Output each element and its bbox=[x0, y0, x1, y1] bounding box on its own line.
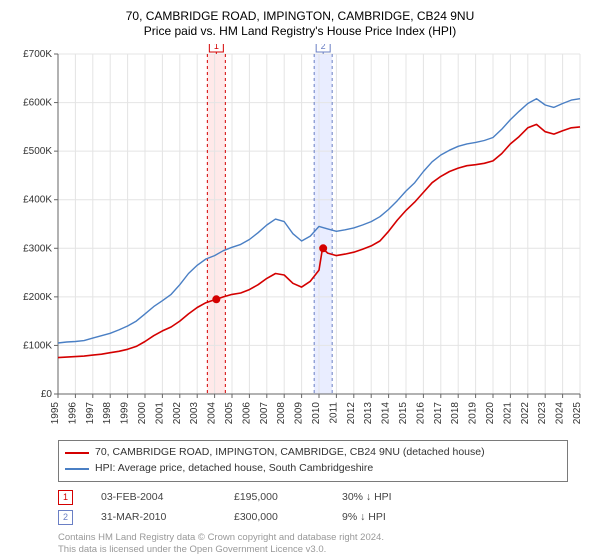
svg-text:2014: 2014 bbox=[381, 402, 392, 425]
svg-text:2003: 2003 bbox=[189, 402, 200, 425]
sale-price: £300,000 bbox=[234, 508, 314, 528]
chart-plot-area: £0 £100K £200K £300K £400K £500K £600K £700K 199… bbox=[10, 44, 590, 434]
sale-row: 2 31-MAR-2010 £300,000 9% ↓ HPI bbox=[58, 508, 568, 528]
svg-text:2019: 2019 bbox=[468, 402, 479, 425]
sale-marker-box: 2 bbox=[58, 510, 73, 525]
svg-text:£100K: £100K bbox=[23, 341, 52, 352]
svg-text:£600K: £600K bbox=[23, 98, 52, 109]
footer-line2: This data is licensed under the Open Gov… bbox=[58, 544, 568, 556]
legend-row: HPI: Average price, detached house, Sout… bbox=[65, 461, 561, 477]
svg-text:2002: 2002 bbox=[172, 402, 183, 425]
footer-line1: Contains HM Land Registry data © Crown c… bbox=[58, 532, 568, 544]
chart-title-line2: Price paid vs. HM Land Registry's House … bbox=[10, 24, 590, 38]
svg-text:2018: 2018 bbox=[450, 402, 461, 425]
svg-text:2017: 2017 bbox=[433, 402, 444, 425]
svg-text:£700K: £700K bbox=[23, 49, 52, 60]
svg-text:2016: 2016 bbox=[415, 402, 426, 425]
svg-text:1996: 1996 bbox=[67, 402, 78, 425]
svg-text:£200K: £200K bbox=[23, 292, 52, 303]
sale-row: 1 03-FEB-2004 £195,000 30% ↓ HPI bbox=[58, 488, 568, 508]
svg-text:2020: 2020 bbox=[485, 402, 496, 425]
sale-delta: 30% ↓ HPI bbox=[342, 488, 568, 508]
legend-swatch bbox=[65, 468, 89, 470]
svg-text:2015: 2015 bbox=[398, 402, 409, 425]
svg-text:2004: 2004 bbox=[207, 402, 218, 425]
svg-text:2000: 2000 bbox=[137, 402, 148, 425]
legend-label: HPI: Average price, detached house, Sout… bbox=[95, 461, 373, 477]
svg-text:1999: 1999 bbox=[120, 402, 131, 425]
legend-swatch bbox=[65, 452, 89, 454]
chart-svg: £0 £100K £200K £300K £400K £500K £600K £700K 199… bbox=[10, 44, 590, 434]
svg-text:2008: 2008 bbox=[276, 402, 287, 425]
svg-text:2021: 2021 bbox=[502, 402, 513, 425]
svg-text:2024: 2024 bbox=[555, 402, 566, 425]
legend-row: 70, CAMBRIDGE ROAD, IMPINGTON, CAMBRIDGE… bbox=[65, 445, 561, 461]
svg-text:2009: 2009 bbox=[294, 402, 305, 425]
sale-date: 31-MAR-2010 bbox=[101, 508, 206, 528]
svg-text:2: 2 bbox=[321, 44, 326, 51]
svg-text:2011: 2011 bbox=[328, 402, 339, 424]
svg-text:2012: 2012 bbox=[346, 402, 357, 425]
svg-text:£500K: £500K bbox=[23, 146, 52, 157]
sale-date: 03-FEB-2004 bbox=[101, 488, 206, 508]
svg-text:2006: 2006 bbox=[241, 402, 252, 425]
svg-text:2022: 2022 bbox=[520, 402, 531, 425]
svg-text:2007: 2007 bbox=[259, 402, 270, 425]
legend-box: 70, CAMBRIDGE ROAD, IMPINGTON, CAMBRIDGE… bbox=[58, 440, 568, 482]
sale-price: £195,000 bbox=[234, 488, 314, 508]
chart-container: 70, CAMBRIDGE ROAD, IMPINGTON, CAMBRIDGE… bbox=[0, 0, 600, 560]
svg-text:1998: 1998 bbox=[102, 402, 113, 425]
svg-text:£400K: £400K bbox=[23, 195, 52, 206]
sales-table: 1 03-FEB-2004 £195,000 30% ↓ HPI 2 31-MAR-201… bbox=[58, 488, 568, 528]
svg-text:2025: 2025 bbox=[572, 402, 583, 425]
svg-text:£0: £0 bbox=[41, 389, 53, 400]
footer-attribution: Contains HM Land Registry data © Crown c… bbox=[58, 532, 568, 557]
sale-delta: 9% ↓ HPI bbox=[342, 508, 568, 528]
svg-text:2001: 2001 bbox=[154, 402, 165, 425]
chart-title-line1: 70, CAMBRIDGE ROAD, IMPINGTON, CAMBRIDGE… bbox=[10, 8, 590, 24]
svg-text:2013: 2013 bbox=[363, 402, 374, 425]
svg-text:2023: 2023 bbox=[537, 402, 548, 425]
svg-text:1995: 1995 bbox=[50, 402, 61, 425]
svg-text:2010: 2010 bbox=[311, 402, 322, 425]
sale-marker-box: 1 bbox=[58, 490, 73, 505]
svg-text:£300K: £300K bbox=[23, 243, 52, 254]
svg-text:1: 1 bbox=[214, 44, 219, 51]
svg-text:1997: 1997 bbox=[85, 402, 96, 425]
legend-label: 70, CAMBRIDGE ROAD, IMPINGTON, CAMBRIDGE… bbox=[95, 445, 485, 461]
svg-text:2005: 2005 bbox=[224, 402, 235, 425]
